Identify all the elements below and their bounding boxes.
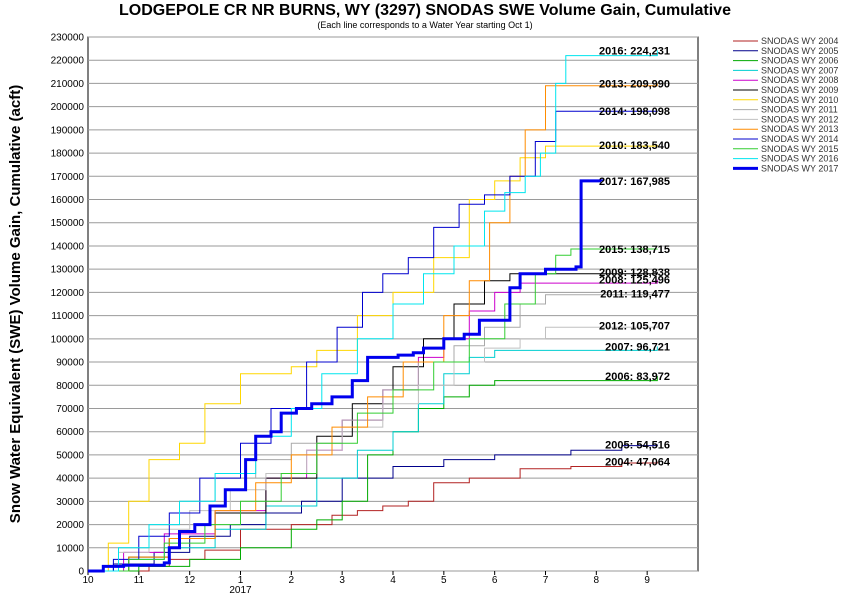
y-tick-label: 190000 [51, 125, 85, 136]
series-line [88, 50, 658, 572]
y-tick-label: 20000 [56, 520, 84, 531]
series-end-label: 2009: 128,838 [599, 267, 670, 279]
y-tick-label: 120000 [51, 288, 85, 299]
x-tick-label: 10 [82, 575, 94, 586]
series-end-label: 2004: 47,064 [605, 457, 671, 469]
series-end-label: 2013: 209,990 [599, 78, 670, 90]
series-line [88, 248, 658, 572]
series-line [88, 376, 658, 572]
legend-entry: SNODAS WY 2015 [761, 144, 838, 154]
x-tick-label: 3 [339, 575, 345, 586]
legend-entry: SNODAS WY 2011 [761, 105, 838, 115]
y-axis-ticks: 0 10000 20000 30000 40000 50000 60000 70000 8000… [51, 33, 85, 578]
y-tick-label: 170000 [51, 172, 85, 183]
y-tick-label: 40000 [56, 474, 84, 485]
y-tick-label: 160000 [51, 195, 85, 206]
series-end-label: 2006: 83,972 [605, 371, 670, 383]
series-end-label: 2017: 167,985 [599, 176, 670, 188]
y-tick-label: 180000 [51, 149, 85, 160]
legend-entry: SNODAS WY 2017 [761, 163, 838, 173]
y-tick-label: 130000 [51, 265, 85, 276]
x-tick-label: 12 [184, 575, 196, 586]
y-tick-label: 100000 [51, 334, 85, 345]
y-tick-label: 210000 [51, 79, 85, 90]
series-end-label: 2016: 224,231 [599, 45, 670, 57]
y-tick-label: 0 [78, 567, 84, 578]
legend-entry: SNODAS WY 2006 [761, 56, 838, 66]
series-line [88, 179, 603, 573]
series-end-labels: 2004: 47,064 2005: 54,516 2006: 83,972 2007… [599, 45, 671, 468]
series-line [88, 144, 658, 572]
y-tick-label: 110000 [51, 311, 84, 322]
series-end-label: 2015: 138,715 [599, 244, 670, 256]
series-line [88, 461, 658, 572]
x-tick-label: 11 [134, 575, 145, 586]
series-end-label: 2008: 125,496 [599, 275, 670, 287]
y-tick-label: 220000 [51, 56, 85, 67]
legend-entry: SNODAS WY 2007 [761, 65, 838, 75]
x-tick-label: 1 [238, 575, 244, 586]
y-tick-label: 60000 [56, 427, 84, 438]
series-end-label: 2005: 54,516 [605, 439, 670, 451]
legend-entry: SNODAS WY 2009 [761, 85, 838, 95]
y-tick-label: 10000 [56, 543, 84, 554]
x-axis-year-label: 2017 [229, 585, 252, 596]
y-tick-label: 230000 [51, 33, 85, 44]
x-tick-label: 7 [543, 575, 549, 586]
series-end-label: 2011: 119,477 [600, 289, 670, 301]
series-line [88, 110, 658, 572]
y-tick-label: 150000 [51, 218, 85, 229]
y-tick-label: 80000 [56, 381, 84, 392]
legend-entry: SNODAS WY 2013 [761, 124, 838, 134]
x-tick-label: 6 [492, 575, 498, 586]
y-axis-title: Snow Water Equivalent (SWE) Volume Gain,… [7, 85, 24, 523]
series-end-label: 2007: 96,721 [605, 341, 670, 353]
series-end-label: 2010: 183,540 [599, 140, 670, 152]
x-tick-label: 9 [644, 575, 650, 586]
y-tick-label: 30000 [56, 497, 84, 508]
legend-entry: SNODAS WY 2014 [761, 134, 838, 144]
x-tick-label: 4 [390, 575, 396, 586]
legend-entry: SNODAS WY 2004 [761, 36, 838, 46]
y-tick-label: 140000 [51, 241, 85, 252]
series-lines [88, 50, 658, 573]
x-tick-label: 2 [289, 575, 295, 586]
y-tick-label: 50000 [56, 450, 84, 461]
legend-entry: SNODAS WY 2012 [761, 114, 838, 124]
x-tick-label: 5 [441, 575, 447, 586]
legend-entry: SNODAS WY 2010 [761, 95, 838, 105]
x-tick-label: 8 [594, 575, 600, 586]
y-tick-label: 90000 [56, 358, 84, 369]
series-end-label: 2014: 198,098 [599, 106, 670, 118]
legend-entry: SNODAS WY 2005 [761, 46, 838, 56]
chart-subtitle: (Each line corresponds to a Water Year s… [317, 20, 533, 30]
y-tick-label: 70000 [56, 404, 84, 415]
y-tick-label: 200000 [51, 102, 85, 113]
x-axis-ticks: 10 11 12 1 2 3 4 5 6 7 8 9 [82, 571, 650, 586]
series-end-label: 2012: 105,707 [599, 321, 670, 333]
legend-entry: SNODAS WY 2016 [761, 154, 838, 164]
legend-entry: SNODAS WY 2008 [761, 75, 838, 85]
chart-title: LODGEPOLE CR NR BURNS, WY (3297) SNODAS … [119, 2, 731, 19]
